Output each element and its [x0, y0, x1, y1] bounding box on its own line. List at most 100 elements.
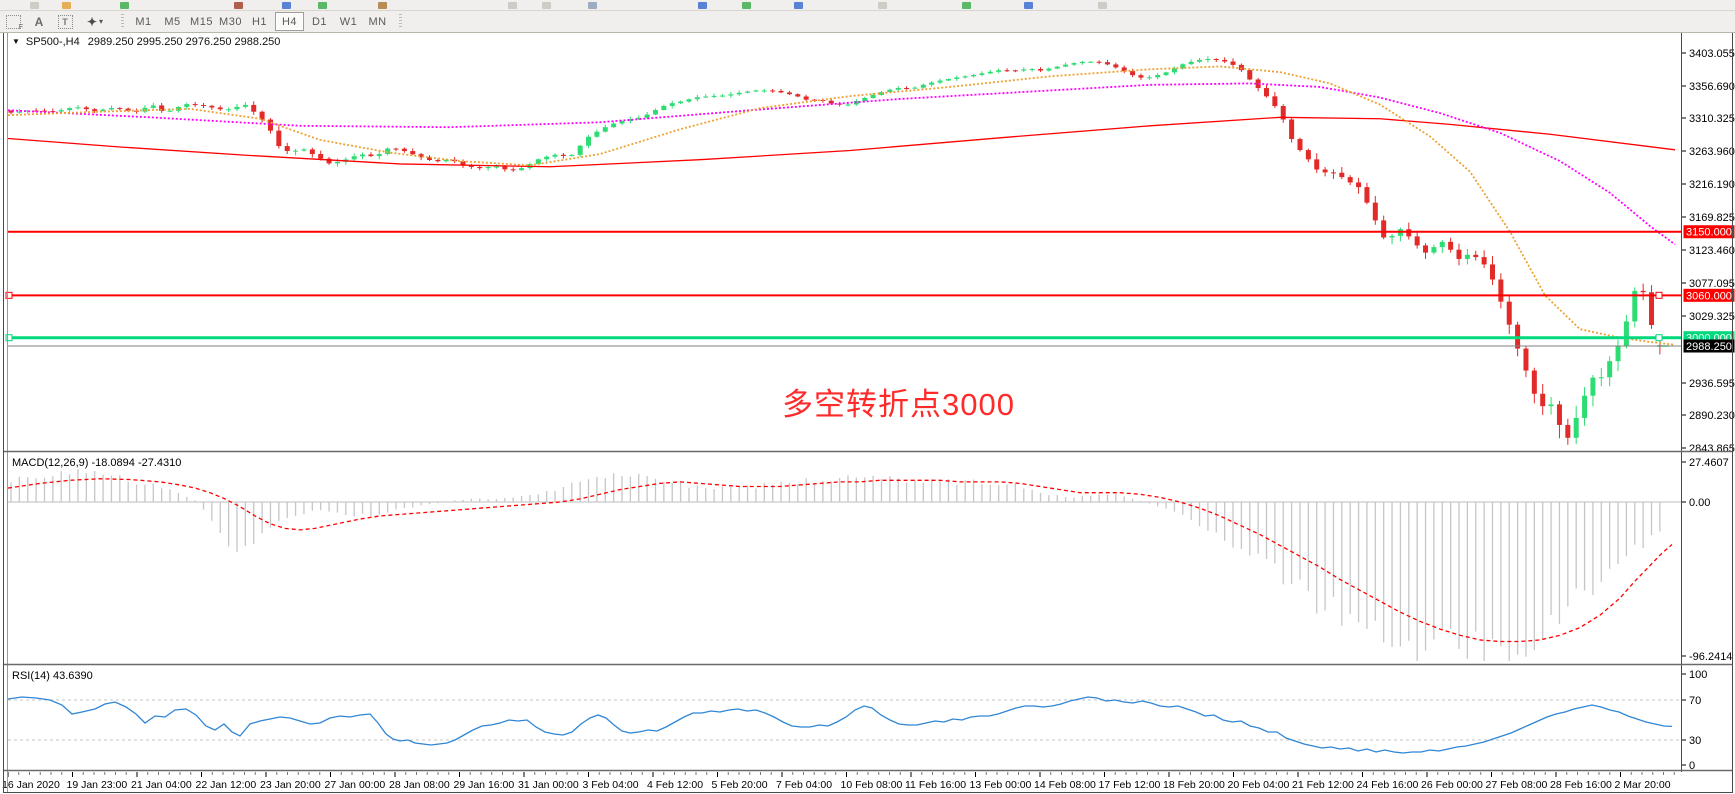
chart-title: ▼ SP500-,H4 2989.250 2995.250 2976.250 298… — [12, 36, 280, 48]
toolbar-row-tools: F A T ✦ ▾ M1 M5 M15 M30 H1 H4 D1 W1 MN — [0, 11, 1735, 33]
time-label: 18 Feb 20:00 — [1163, 779, 1225, 791]
rsi-pane — [7, 696, 1681, 754]
clipped-toolbar-icon[interactable] — [878, 2, 887, 9]
time-label: 5 Feb 20:00 — [712, 779, 768, 791]
time-label: 29 Jan 16:00 — [454, 779, 515, 791]
time-label: 23 Jan 20:00 — [260, 779, 321, 791]
scale-label: 27.4607 — [1689, 457, 1729, 469]
time-scale[interactable]: 16 Jan 2020 19 Jan 23:00 21 Jan 04:00 22 Ja… — [2, 772, 1675, 791]
timeframe-button-h1[interactable]: H1 — [251, 15, 268, 28]
clipped-toolbar-icon[interactable] — [30, 2, 39, 9]
clipped-toolbar-icon[interactable] — [62, 2, 71, 9]
timeframe-button-m1[interactable]: M1 — [135, 15, 152, 28]
timeframe-button-h4[interactable]: H4 — [275, 12, 304, 31]
hline-handle[interactable] — [1655, 291, 1663, 299]
symbol-timeframe-label: SP500-,H4 — [25, 36, 80, 48]
text-box-tool-button[interactable]: T — [52, 13, 78, 31]
text-a-icon: A — [34, 14, 44, 29]
clipped-toolbar-icon[interactable] — [282, 2, 291, 9]
macd-histogram — [10, 469, 1661, 661]
arrow-objects-button[interactable]: ✦ ▾ — [78, 13, 112, 31]
scale-label: 3356.690 — [1689, 81, 1735, 93]
chevron-down-icon: ▾ — [99, 17, 104, 26]
fibonacci-grid-tool-button[interactable]: F — [0, 13, 26, 31]
clipped-toolbar-icon[interactable] — [234, 2, 243, 9]
scale-label: 2936.595 — [1689, 378, 1735, 390]
clipped-toolbar-icon[interactable] — [120, 2, 129, 9]
toolbar-grip[interactable] — [120, 14, 125, 29]
toolbar-grip-end[interactable] — [398, 14, 403, 29]
scale-label: 3310.325 — [1689, 113, 1735, 125]
clipped-toolbar-icon[interactable] — [508, 2, 517, 9]
toolbar-row-clipped — [0, 0, 1735, 11]
scale-label: 3403.055 — [1689, 48, 1735, 60]
scale-label: 3029.325 — [1689, 311, 1735, 323]
clipped-toolbar-icon[interactable] — [794, 2, 803, 9]
text-label-tool-button[interactable]: A — [26, 13, 52, 31]
rsi-indicator-label: RSI(14) 43.6390 — [12, 670, 93, 682]
time-label: 20 Feb 04:00 — [1228, 779, 1290, 791]
clipped-toolbar-icon[interactable] — [962, 2, 971, 9]
chart-text-annotation[interactable]: 多空转折点3000 — [782, 387, 1015, 422]
text-t-icon: T — [57, 14, 73, 29]
scale-label: 100 — [1689, 669, 1707, 681]
hline-handle[interactable] — [5, 291, 13, 299]
scale-label: 30 — [1689, 735, 1701, 747]
scale-label: 2843.865 — [1689, 443, 1735, 455]
timeframe-button-m5[interactable]: M5 — [164, 15, 181, 28]
macd-indicator-label: MACD(12,26,9) -18.0894 -27.4310 — [12, 457, 182, 469]
timeframe-button-m30[interactable]: M30 — [219, 15, 242, 28]
hline-handle[interactable] — [1655, 334, 1663, 342]
price-badge-label: 3150.000 — [1686, 227, 1732, 239]
macd-signal-line — [7, 478, 1673, 643]
price-scale[interactable]: 3403.055 3356.690 3310.325 3263.960 3216.190… — [1682, 48, 1735, 772]
chart-window — [0, 32, 1735, 794]
time-label: 3 Feb 04:00 — [583, 779, 639, 791]
clipped-toolbar-icon[interactable] — [588, 2, 597, 9]
ma-mid-magenta — [7, 82, 1676, 246]
clipped-toolbar-icon[interactable] — [542, 2, 551, 9]
clipped-toolbar-icon[interactable] — [742, 2, 751, 9]
price-badge-label: 2988.250 — [1686, 341, 1732, 353]
clipped-toolbar-icon[interactable] — [318, 2, 327, 9]
macd-pane — [7, 469, 1681, 661]
time-label: 26 Feb 00:00 — [1421, 779, 1483, 791]
clipped-toolbar-icon[interactable] — [1098, 2, 1107, 9]
time-label: 19 Jan 23:00 — [67, 779, 128, 791]
grid-f-label: F — [18, 23, 23, 31]
rsi-line — [7, 696, 1673, 754]
symbol-dropdown-icon[interactable]: ▼ — [12, 37, 20, 46]
time-label: 2 Mar 20:00 — [1615, 779, 1671, 791]
timeframe-button-m15[interactable]: M15 — [190, 15, 213, 28]
time-label: 13 Feb 00:00 — [970, 779, 1032, 791]
scale-label: 70 — [1689, 695, 1701, 707]
arrows-icon: ✦ — [86, 14, 98, 29]
time-label: 16 Jan 2020 — [2, 779, 60, 791]
scale-label: 3077.095 — [1689, 278, 1735, 290]
main-price-pane — [5, 56, 1681, 445]
timeframe-button-mn[interactable]: MN — [368, 15, 387, 28]
clipped-toolbar-icon[interactable] — [698, 2, 707, 9]
price-badge — [1683, 288, 1735, 302]
ohlc-values: 2989.250 2995.250 2976.250 2988.250 — [87, 36, 281, 48]
time-label: 10 Feb 08:00 — [841, 779, 903, 791]
time-label: 28 Feb 16:00 — [1550, 779, 1612, 791]
time-label: 11 Feb 16:00 — [905, 779, 966, 791]
scale-label: 3169.825 — [1689, 212, 1735, 224]
grid-icon — [5, 14, 21, 29]
timeframe-button-d1[interactable]: D1 — [311, 15, 328, 28]
hline-handle[interactable] — [5, 334, 13, 342]
ma-slow-red — [7, 116, 1676, 168]
timeframe-button-w1[interactable]: W1 — [339, 15, 358, 28]
scale-label: 3123.460 — [1689, 245, 1735, 257]
time-label: 21 Feb 12:00 — [1292, 779, 1354, 791]
time-label: 14 Feb 08:00 — [1034, 779, 1096, 791]
clipped-toolbar-icon[interactable] — [1024, 2, 1033, 9]
timeframe-bar: M1 M5 M15 M30 H1 H4 D1 W1 MN — [129, 12, 392, 31]
time-label: 7 Feb 04:00 — [776, 779, 832, 791]
time-label: 4 Feb 12:00 — [647, 779, 703, 791]
clipped-toolbar-icon[interactable] — [378, 2, 387, 9]
price-badge — [1683, 339, 1735, 353]
